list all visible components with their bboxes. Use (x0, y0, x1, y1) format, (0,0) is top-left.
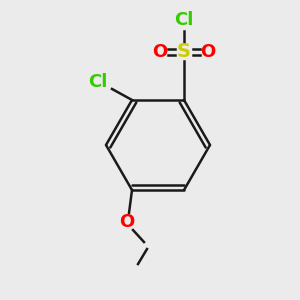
Text: O: O (119, 213, 135, 231)
Text: O: O (152, 43, 168, 61)
Text: O: O (200, 43, 216, 61)
Text: Cl: Cl (174, 11, 194, 29)
Text: Cl: Cl (88, 73, 108, 91)
Text: S: S (177, 43, 191, 61)
